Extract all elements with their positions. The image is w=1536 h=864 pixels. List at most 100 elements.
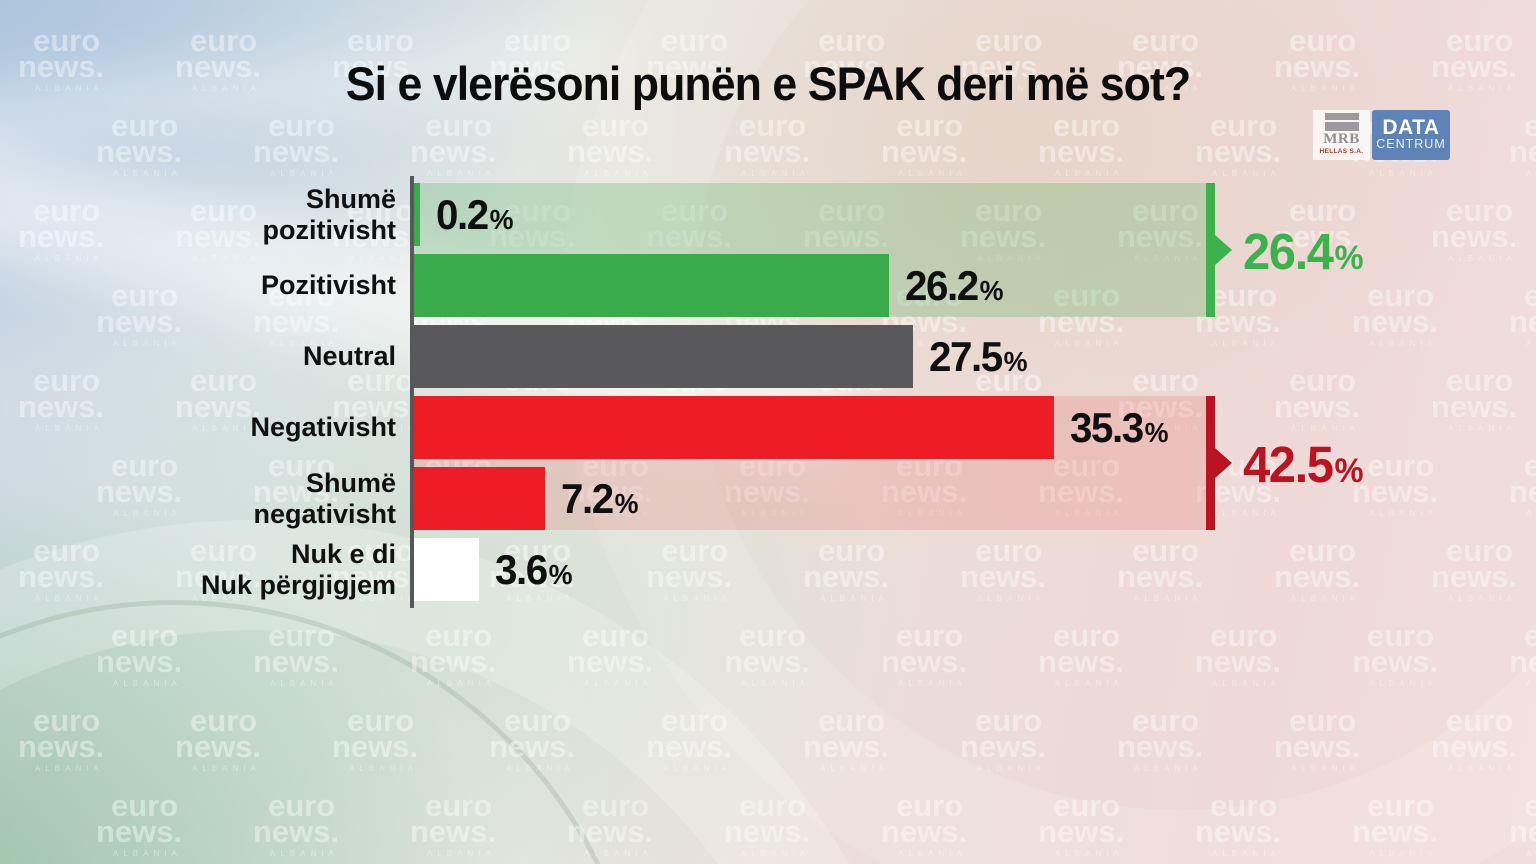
positive-group-bracket <box>1206 183 1215 317</box>
mrb-logo-bar <box>1324 113 1359 120</box>
bar-row: 7.2% <box>414 467 1214 530</box>
bar-row: 35.3% <box>414 396 1214 459</box>
positive-total-label: 26.4% <box>1243 223 1364 280</box>
mrb-hellas-logo: MRB HELLAS S.A. <box>1313 110 1370 160</box>
bar-negativisht <box>414 396 1054 459</box>
y-axis-line <box>410 176 414 608</box>
chart-title: Si e vlerësoni punën e SPAK deri më sot? <box>345 57 1191 110</box>
value-label: 27.5% <box>928 332 1028 380</box>
category-label-neutral: Neutral <box>302 341 396 372</box>
bar-row: 0.2% <box>414 183 1214 246</box>
value-label: 26.2% <box>905 261 1004 309</box>
category-label-negativisht: Negativisht <box>250 412 396 443</box>
data-centrum-line1: DATA <box>1382 115 1440 139</box>
bar-row: 3.6% <box>414 538 1214 601</box>
value-label: 35.3% <box>1069 403 1169 451</box>
category-label-pozitivisht: Pozitivisht <box>260 270 396 301</box>
mrb-logo-subtitle: HELLAS S.A. <box>1319 147 1364 155</box>
negative-group-bracket <box>1206 396 1215 530</box>
data-centrum-line2: CENTRUM <box>1376 136 1446 151</box>
bar-row: 26.2% <box>414 254 1214 317</box>
arrow-right-icon <box>1215 448 1232 478</box>
brand-logos: MRB HELLAS S.A. DATA CENTRUM <box>1313 110 1450 160</box>
arrow-right-icon <box>1215 235 1232 265</box>
mrb-logo-bar <box>1324 122 1359 131</box>
value-label: 0.2% <box>436 190 514 238</box>
category-label-shume-pozitivisht: Shumë pozitivisht <box>262 184 397 245</box>
negative-total-label: 42.5% <box>1243 436 1364 493</box>
bar-shume-pozitivisht <box>414 183 420 246</box>
data-centrum-logo: DATA CENTRUM <box>1372 110 1450 160</box>
